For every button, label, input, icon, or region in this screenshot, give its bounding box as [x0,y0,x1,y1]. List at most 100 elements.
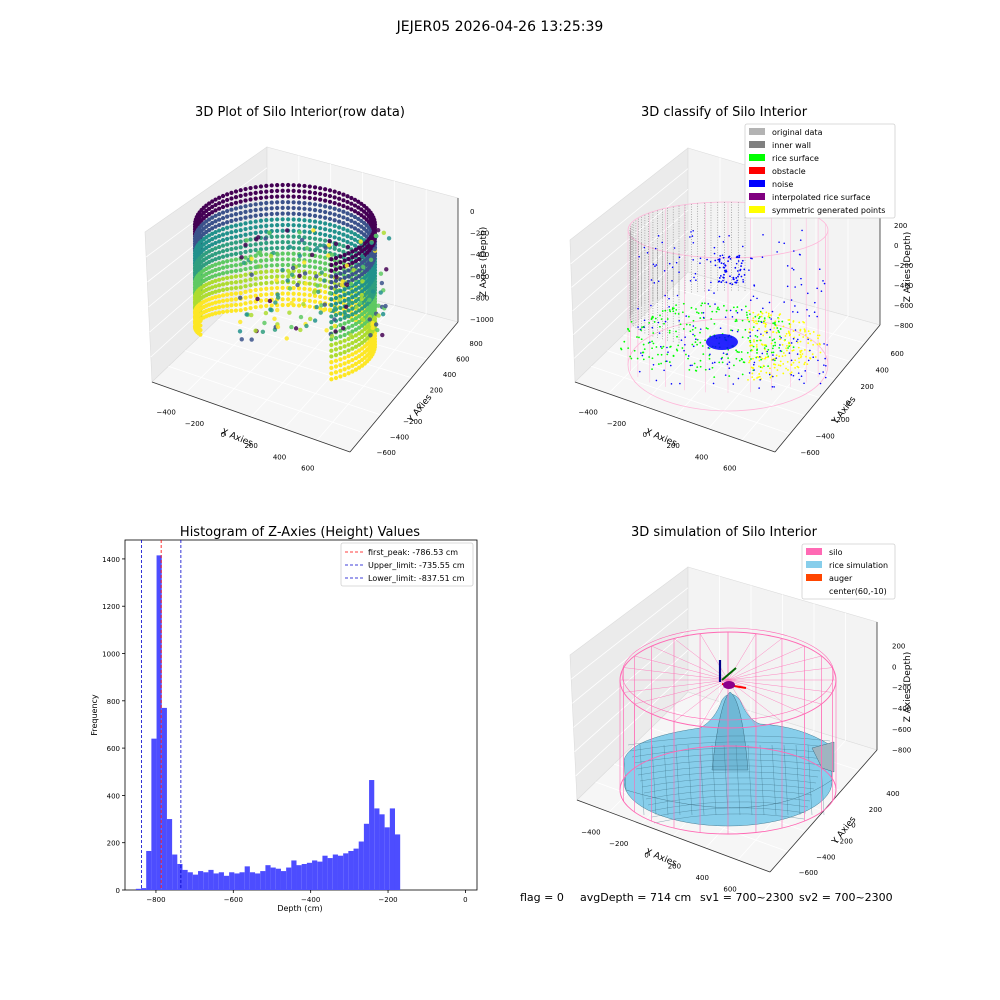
point [233,212,239,217]
point [749,335,752,337]
point [650,317,653,320]
point [758,359,761,362]
point [679,382,681,385]
point [346,336,351,342]
point [767,312,770,315]
point [312,270,318,276]
tick-label: −200 [378,896,397,904]
point [302,218,307,223]
point [312,236,318,241]
point [225,208,230,214]
point [210,306,215,312]
point [778,241,780,243]
point [751,329,754,332]
point [238,188,243,193]
plot-frame [124,539,478,891]
point [312,190,318,196]
point [806,308,808,311]
point [803,363,806,366]
point [757,320,760,323]
point [243,295,248,300]
x-axis-label: X Axies [643,427,678,449]
point [677,344,680,347]
point [809,349,811,352]
x-axis-label: Depth (cm) [277,904,322,913]
point [722,266,725,269]
point [233,189,239,194]
point [627,347,630,350]
point [333,284,339,289]
point [772,354,774,356]
point [338,328,343,333]
point [280,211,285,216]
grid-line [655,303,851,362]
panel-histogram: Histogram of Z-Axies (Height) Values −80… [90,525,478,913]
panel-simulation: 3D simulation of Silo Interior −400−2000… [569,525,913,893]
point [264,183,269,188]
point [695,308,697,310]
point [693,276,695,279]
point [758,375,761,378]
silo-roof-line [727,667,833,681]
point [629,355,632,358]
point [312,185,318,190]
point [346,365,351,370]
point [770,358,773,361]
point [771,385,774,388]
point [360,279,365,284]
grid-line [316,313,427,441]
point [722,304,725,307]
grid-line [570,168,689,264]
point [370,325,375,331]
silo-wireframe [619,627,837,835]
point [752,295,755,298]
point [679,323,682,326]
point [724,316,727,318]
point [302,286,307,291]
point [636,336,638,338]
point [343,312,348,318]
point [210,290,215,295]
point [243,301,248,306]
point [752,319,755,322]
point [779,350,782,352]
point [291,234,296,239]
point [357,256,362,262]
legend-label: rice simulation [829,561,888,570]
point [333,353,339,358]
point [362,232,367,237]
mesh-line [645,789,813,800]
point [337,248,342,253]
point [264,280,269,286]
point [367,297,372,303]
tick-label: −200 [470,230,489,238]
point [327,193,333,199]
point [734,266,737,269]
legend-label: inner wall [772,141,811,150]
point [264,189,269,194]
point [691,364,693,367]
histogram-bar [249,872,256,890]
point [229,230,234,235]
point [220,304,226,309]
point [353,253,359,258]
point [719,275,722,277]
point [757,376,760,379]
point [813,311,816,313]
axis-line [576,799,771,873]
point [799,353,802,356]
point [638,336,640,339]
point [264,200,269,206]
point [217,299,222,304]
point [714,303,716,305]
point [319,303,324,308]
point [728,375,731,377]
point [229,207,234,212]
tick-label: −400 [301,896,320,904]
point [249,337,254,342]
tick-label: 400 [273,453,286,461]
point [741,358,743,361]
point [720,281,723,284]
point [297,273,302,279]
point [269,217,274,222]
